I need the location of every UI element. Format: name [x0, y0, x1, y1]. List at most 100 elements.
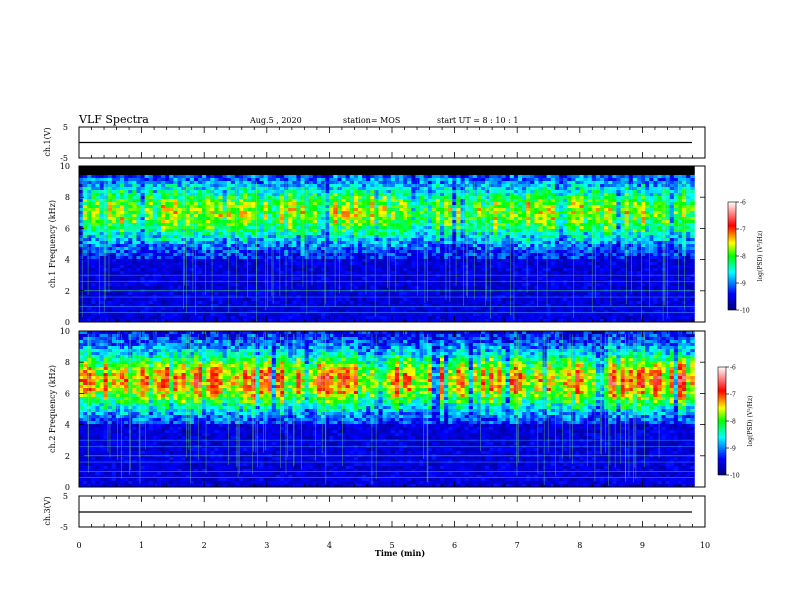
spectrogram-cell	[234, 217, 240, 221]
spectrogram-cell	[456, 214, 461, 218]
spectrogram-cell	[378, 214, 383, 218]
spectrogram-cell	[87, 169, 92, 173]
spectrogram-cell	[366, 226, 371, 230]
spectrogram-cell	[111, 271, 117, 275]
spectrogram-cell	[230, 277, 236, 281]
spectrogram-cell	[210, 232, 215, 236]
spectrogram-cell	[173, 223, 178, 227]
spectrogram-cell	[353, 169, 359, 173]
spectrogram-cell	[456, 187, 461, 191]
spectrogram-cell	[210, 241, 215, 245]
spectrogram-cell	[218, 196, 223, 200]
spectrogram-cell	[427, 292, 433, 296]
spectrogram-cell	[366, 307, 371, 311]
spectrogram-cell	[394, 193, 400, 197]
spectrogram-cell	[382, 253, 388, 257]
spectrogram-cell	[403, 307, 408, 311]
spectrogram-cell	[79, 247, 84, 251]
spectrogram-cell	[349, 190, 355, 194]
spectrogram-cell	[91, 286, 96, 290]
spectrogram-cell	[124, 250, 129, 254]
spectrogram-cell	[353, 274, 359, 278]
spectrogram-cell	[136, 286, 141, 290]
spectrogram-cell	[91, 223, 96, 227]
spectrogram-cell	[292, 286, 297, 290]
spectrogram-cell	[403, 286, 408, 290]
spectrogram-cell	[218, 187, 223, 191]
spectrogram-cell	[202, 175, 207, 179]
spectrogram-cell	[407, 271, 412, 275]
spectrogram-cell	[128, 301, 133, 305]
spectrogram-cell	[357, 304, 363, 308]
spectrogram-cell	[251, 316, 256, 320]
spectrogram-cell	[238, 229, 244, 233]
spectrogram-cell	[362, 268, 367, 272]
spectrogram-cell	[435, 235, 441, 239]
spectrogram-cell	[111, 169, 117, 173]
spectrogram-cell	[99, 271, 105, 275]
spectrogram-cell	[288, 190, 293, 194]
spectrogram-cell	[357, 190, 363, 194]
spectrogram-cell	[288, 265, 293, 269]
spectrogram-cell	[292, 172, 297, 176]
spectrogram-cell	[255, 271, 260, 275]
spectrogram-cell	[321, 226, 326, 230]
spectrogram-cell	[128, 184, 133, 188]
spectrogram-cell	[316, 250, 322, 254]
spectrogram-cell	[288, 286, 293, 290]
spectrogram-cell	[456, 292, 461, 296]
spectrogram-cell	[161, 283, 166, 287]
spectrogram-cell	[390, 274, 396, 278]
spectrogram-cell	[280, 226, 285, 230]
spectrogram-cell	[120, 172, 125, 176]
spectrogram-cell	[378, 235, 383, 239]
spectrogram-cell	[394, 202, 400, 206]
spectrogram-cell	[177, 214, 182, 218]
spectrogram-cell	[177, 178, 182, 182]
spectrogram-cell	[316, 319, 322, 323]
spectrogram-cell	[234, 271, 240, 275]
spectrogram-cell	[448, 196, 453, 200]
spectrogram-cell	[411, 307, 416, 311]
spectrogram-cell	[345, 283, 351, 287]
spectrogram-cell	[321, 244, 326, 248]
spectrogram-cell	[341, 205, 347, 209]
spectrogram-cell	[419, 235, 424, 239]
spectrogram-cell	[440, 301, 445, 305]
spectrogram-cell	[374, 190, 379, 194]
spectrogram-cell	[280, 196, 285, 200]
spectrogram-cell	[222, 247, 228, 251]
spectrogram-cell	[345, 190, 351, 194]
spectrogram-cell	[398, 262, 404, 266]
spectrogram-cell	[398, 187, 404, 191]
spectrogram-cell	[284, 226, 289, 230]
spectrogram-cell	[394, 250, 400, 254]
spectrogram-cell	[460, 196, 466, 200]
spectrogram-cell	[189, 205, 195, 209]
spectrogram-cell	[193, 229, 199, 233]
spectrogram-cell	[202, 244, 207, 248]
spectrogram-cell	[152, 223, 158, 227]
spectrogram-cell	[370, 187, 375, 191]
spectrogram-cell	[390, 211, 396, 215]
spectrogram-cell	[349, 169, 355, 173]
spectrogram-cell	[95, 223, 100, 227]
spectrogram-cell	[308, 298, 314, 302]
spectrogram-cell	[390, 199, 396, 203]
spectrogram-cell	[427, 232, 433, 236]
spectrogram-cell	[411, 292, 416, 296]
spectrogram-cell	[370, 271, 375, 275]
spectrogram-cell	[321, 292, 326, 296]
spectrogram-cell	[91, 265, 96, 269]
spectrogram-cell	[423, 178, 429, 182]
spectrogram-cell	[115, 304, 121, 308]
spectrogram-cell	[345, 301, 351, 305]
spectrogram-cell	[292, 310, 297, 314]
spectrogram-cell	[390, 247, 396, 251]
spectrogram-cell	[419, 205, 424, 209]
spectrogram-cell	[243, 319, 248, 323]
spectrogram-cell	[308, 172, 314, 176]
spectrogram-cell	[435, 202, 441, 206]
spectrogram-cell	[169, 256, 174, 260]
